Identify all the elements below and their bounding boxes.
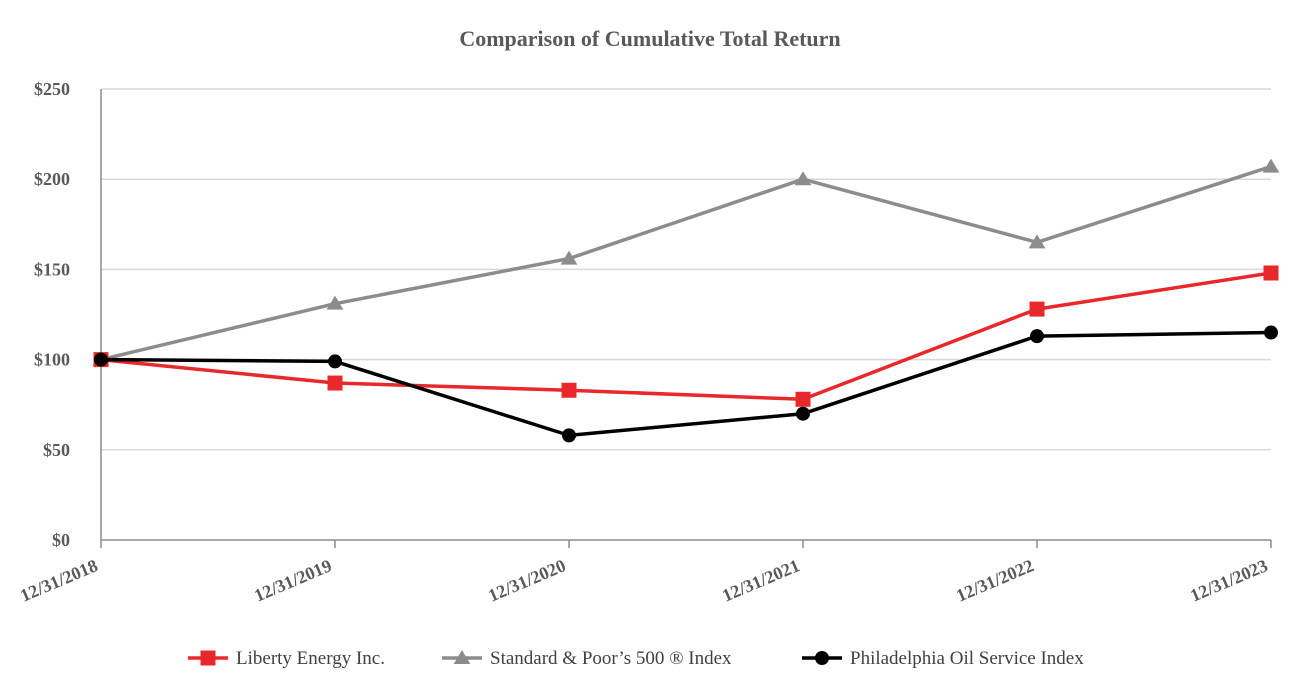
- data-point-liberty-energy-inc: [1029, 301, 1045, 317]
- x-tick-label: 12/31/2019: [251, 555, 334, 605]
- data-point-standard-poor-s-500-index: [794, 171, 812, 186]
- data-point-liberty-energy-inc: [795, 391, 811, 407]
- data-point-standard-poor-s-500-index: [560, 250, 578, 265]
- data-point-standard-poor-s-500-index: [1028, 234, 1046, 249]
- series-philadelphia-oil-service-index: [94, 325, 1278, 443]
- data-point-standard-poor-s-500-index: [1262, 158, 1280, 173]
- data-point-philadelphia-oil-service-index: [328, 354, 342, 369]
- data-point-liberty-energy-inc: [561, 382, 577, 398]
- x-tick-label: 12/31/2022: [953, 555, 1036, 605]
- data-point-liberty-energy-inc: [327, 375, 343, 391]
- data-point-philadelphia-oil-service-index: [1030, 329, 1044, 344]
- axes: $0 $50 $100 $150 $200 $250 12/31/2018 12/31/201…: [17, 79, 1272, 606]
- y-tick-label: $0: [52, 530, 70, 550]
- legend-label: Standard & Poor’s 500 ® Index: [490, 648, 732, 669]
- y-tick-label: $50: [43, 440, 70, 460]
- legend-marker: [200, 650, 216, 666]
- x-tick-label: 12/31/2018: [17, 555, 100, 605]
- series-line-standard-poor-s-500-index: [100, 164, 1272, 362]
- data-point-philadelphia-oil-service-index: [562, 428, 576, 443]
- data-point-philadelphia-oil-service-index: [94, 352, 108, 367]
- y-tick-label: $250: [34, 79, 70, 99]
- legend-item-liberty-energy-inc: Liberty Energy Inc.: [188, 648, 385, 669]
- legend-label: Philadelphia Oil Service Index: [850, 648, 1084, 669]
- legend-item-philadelphia-oil-service-index: Philadelphia Oil Service Index: [802, 648, 1084, 669]
- series-layer: [92, 158, 1280, 443]
- x-tick-label: 12/31/2021: [719, 555, 802, 605]
- legend-marker: [453, 650, 471, 664]
- chart-title: Comparison of Cumulative Total Return: [459, 26, 840, 51]
- series-line-liberty-energy-inc: [100, 271, 1272, 402]
- legend-label: Liberty Energy Inc.: [236, 648, 385, 669]
- data-point-standard-poor-s-500-index: [326, 295, 344, 310]
- data-point-philadelphia-oil-service-index: [796, 406, 810, 421]
- y-tick-label: $150: [34, 259, 70, 279]
- legend-marker: [815, 651, 829, 665]
- x-tick-label: 12/31/2020: [485, 555, 568, 605]
- series-line-philadelphia-oil-service-index: [100, 330, 1272, 438]
- data-point-liberty-energy-inc: [1263, 265, 1279, 281]
- legend-item-standard-poor-s-500-index: Standard & Poor’s 500 ® Index: [442, 648, 732, 669]
- legend: Liberty Energy Inc. Standard & Poor’s 500…: [188, 648, 1084, 669]
- x-tick-label: 12/31/2023: [1187, 555, 1270, 605]
- y-tick-label: $100: [34, 350, 70, 370]
- y-tick-label: $200: [34, 169, 70, 189]
- data-point-philadelphia-oil-service-index: [1264, 325, 1278, 340]
